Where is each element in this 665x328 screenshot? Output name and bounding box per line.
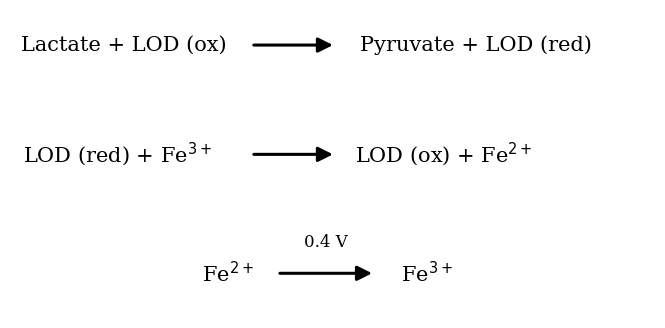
Text: LOD (ox) + Fe$^{2+}$: LOD (ox) + Fe$^{2+}$ [354, 140, 532, 168]
Text: Lactate + LOD (ox): Lactate + LOD (ox) [21, 35, 227, 54]
Text: Pyruvate + LOD (red): Pyruvate + LOD (red) [360, 35, 592, 55]
Text: Fe$^{2+}$: Fe$^{2+}$ [202, 261, 254, 286]
Text: Fe$^{3+}$: Fe$^{3+}$ [401, 261, 453, 286]
Text: 0.4 V: 0.4 V [304, 234, 348, 251]
Text: LOD (red) + Fe$^{3+}$: LOD (red) + Fe$^{3+}$ [23, 140, 212, 168]
